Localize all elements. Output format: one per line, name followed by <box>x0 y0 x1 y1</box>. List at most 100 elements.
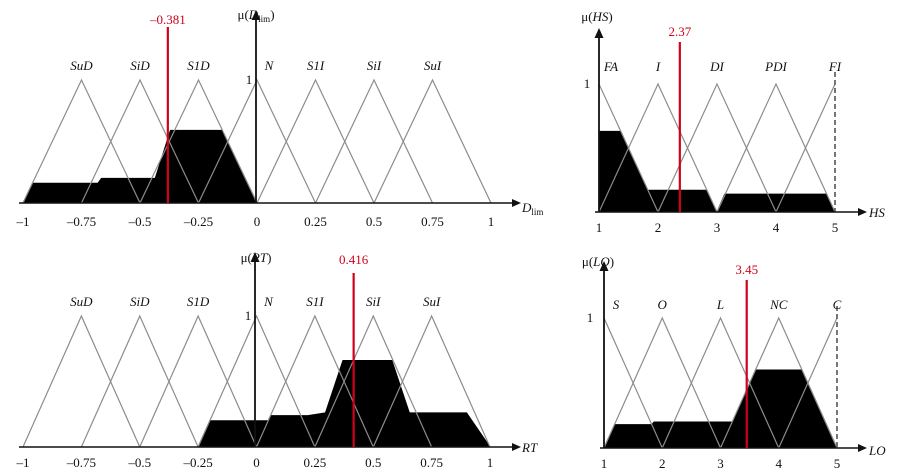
x-axis-arrow-hs <box>858 208 867 216</box>
x-tick-label: 2 <box>655 220 662 235</box>
x-tick-label: –1 <box>16 455 30 470</box>
x-tick-label: 1 <box>596 220 603 235</box>
x-tick-label: 4 <box>776 456 783 471</box>
x-tick-label: 0.75 <box>420 455 443 470</box>
set-label-S1I: S1I <box>306 294 324 309</box>
set-label-N: N <box>264 58 275 73</box>
membership-L <box>661 316 780 449</box>
x-axis-label-hs: HS <box>868 205 885 220</box>
x-tick-label: –0.5 <box>128 214 152 229</box>
membership-SuI <box>373 78 492 204</box>
x-tick-label: –1 <box>16 214 30 229</box>
y-tick-label: 1 <box>584 76 591 91</box>
x-tick-label: 0.5 <box>366 214 382 229</box>
membership-SuI <box>372 314 491 448</box>
chart-hs-panel: FA I DI PDI FI 1 μ(HS) HS 1 2 3 4 5 2.37 <box>581 9 885 235</box>
membership-SiD <box>80 78 200 204</box>
set-label-FI: FI <box>828 59 842 74</box>
set-label-SiI: SiI <box>366 294 381 309</box>
membership-C <box>778 317 838 449</box>
x-axis-label-rt: RT <box>521 440 538 455</box>
set-label-S1D: S1D <box>187 58 210 73</box>
x-tick-label: 3 <box>717 456 724 471</box>
set-label-PDI: PDI <box>764 59 787 74</box>
set-label-S: S <box>613 297 620 312</box>
aggregate-area-dlim <box>22 129 258 204</box>
x-tick-label: 3 <box>714 220 721 235</box>
set-label-S1D: S1D <box>187 294 210 309</box>
membership-S1I <box>256 78 375 204</box>
x-tick-label: 5 <box>834 456 841 471</box>
chart-lo-panel: S O L NC C 1 μ(LO) LO 1 2 3 4 5 3.45 <box>582 254 886 471</box>
set-label-SuD: SuD <box>70 58 93 73</box>
threshold-label-hs: 2.37 <box>668 24 691 39</box>
y-tick-label: 1 <box>587 310 594 325</box>
x-tick-label: 0.25 <box>304 214 327 229</box>
membership-FI <box>775 83 836 213</box>
y-axis-label-rt: μ(RT) <box>241 250 272 265</box>
x-axis-arrow-rt <box>512 443 521 451</box>
set-label-SuI: SuI <box>424 58 442 73</box>
set-label-SiD: SiD <box>130 294 150 309</box>
set-label-DI: DI <box>709 59 724 74</box>
y-axis-arrow-lo <box>599 261 609 271</box>
y-axis-arrow-hs <box>594 28 604 38</box>
y-axis-arrow-rt <box>250 252 260 262</box>
x-tick-label: 5 <box>832 220 839 235</box>
y-axis-label-lo: μ(LO) <box>582 254 614 269</box>
threshold-label-dlim: –0.381 <box>149 12 186 27</box>
membership-FA <box>599 82 659 213</box>
x-axis-label-lo: LO <box>868 443 886 458</box>
set-label-C: C <box>833 297 842 312</box>
x-tick-label: 0 <box>253 455 260 470</box>
set-label-SuI: SuI <box>423 294 441 309</box>
x-tick-label: 1 <box>488 214 495 229</box>
x-tick-label: –0.5 <box>127 455 151 470</box>
threshold-label-lo: 3.45 <box>735 262 758 277</box>
membership-SiD <box>80 314 199 448</box>
x-axis-arrow-lo <box>858 444 867 452</box>
set-label-SiI: SiI <box>367 58 382 73</box>
x-tick-label: 0.25 <box>304 455 327 470</box>
aggregate-area-hs <box>598 130 836 214</box>
set-label-O: O <box>658 297 668 312</box>
membership-I <box>599 82 718 213</box>
aggregate-area-rt <box>197 360 491 448</box>
x-tick-label: –0.25 <box>183 455 213 470</box>
x-tick-label: 0.5 <box>365 455 381 470</box>
membership-SiI <box>314 314 433 448</box>
chart-rt-panel: SuD SiD S1D N S1I SiI SuI 1 μ(RT) RT –1 –0.75 –0.5 –0… <box>16 250 538 470</box>
set-label-NC: NC <box>769 297 788 312</box>
membership-NC <box>719 316 838 449</box>
set-label-N: N <box>263 294 274 309</box>
membership-S1D <box>139 78 258 204</box>
y-axis-label-hs: μ(HS) <box>581 9 613 24</box>
x-axis-arrow-dlim <box>512 199 521 207</box>
set-label-I: I <box>655 59 661 74</box>
chart-dlim-panel: SuD SiD S1D N S1I SiI SuI 1 μ(Dlim) Dlim –1 –0.75 –0… <box>16 7 544 229</box>
membership-SuD <box>23 314 141 448</box>
membership-S <box>604 316 663 449</box>
membership-S1D <box>139 314 258 448</box>
x-tick-label: 1 <box>487 455 494 470</box>
x-axis-label-dlim: Dlim <box>521 200 543 217</box>
x-tick-label: 1 <box>601 456 608 471</box>
x-tick-label: 2 <box>659 456 666 471</box>
y-axis-arrow-dlim <box>251 10 261 20</box>
set-label-L: L <box>716 297 724 312</box>
membership-SuD <box>23 78 141 204</box>
x-tick-label: 4 <box>773 220 780 235</box>
x-tick-label: 0.75 <box>421 214 444 229</box>
x-tick-label: 0 <box>254 214 261 229</box>
y-axis-label-dlim: μ(Dlim) <box>237 7 274 24</box>
set-label-SuD: SuD <box>70 294 93 309</box>
membership-N <box>197 314 316 448</box>
x-tick-label: –0.75 <box>66 214 96 229</box>
x-tick-label: –0.25 <box>183 214 213 229</box>
membership-N <box>197 78 317 204</box>
y-tick-label: 1 <box>245 308 252 323</box>
membership-DI <box>657 82 777 213</box>
x-tick-label: –0.75 <box>66 455 96 470</box>
threshold-label-rt: 0.416 <box>339 252 369 267</box>
